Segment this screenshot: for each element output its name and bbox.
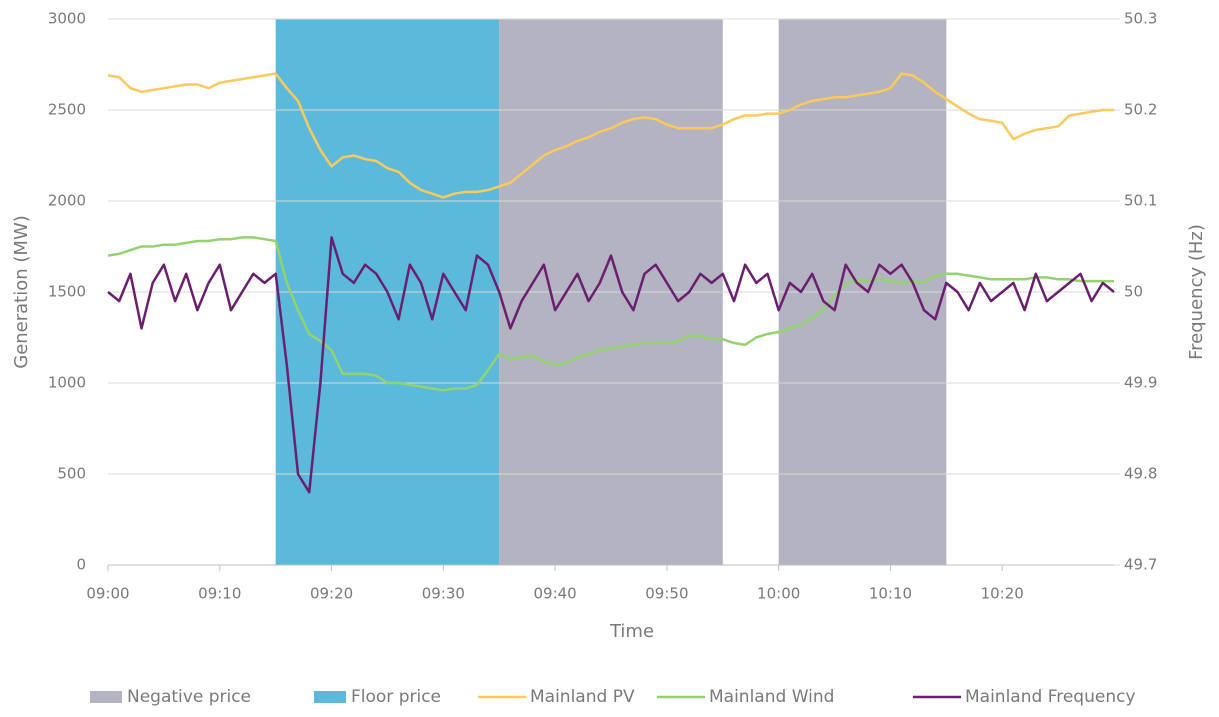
- y-axis-label: Generation (MW): [11, 215, 32, 369]
- series-line: [107, 236, 1115, 494]
- legend-label: Negative price: [127, 687, 251, 707]
- x-tick-label: 10:00: [757, 585, 800, 603]
- legend-label: Floor price: [351, 687, 441, 707]
- y-tick-label: 3000: [48, 10, 86, 28]
- y-tick-label: 1500: [48, 283, 86, 301]
- lines: [107, 72, 1115, 494]
- x-tick-label: 09:00: [86, 585, 129, 603]
- y2-tick-label: 50: [1124, 283, 1143, 301]
- series-line: [107, 72, 1114, 199]
- x-axis-label: Time: [609, 621, 654, 642]
- y2-tick-label: 49.7: [1124, 556, 1157, 574]
- x-tick-label: 09:40: [533, 585, 576, 603]
- x-tick-label: 09:30: [422, 585, 465, 603]
- x-tick-label: 09:10: [198, 585, 241, 603]
- y-tick-label: 500: [57, 465, 86, 483]
- x-tick-label: 09:20: [310, 585, 353, 603]
- y-tick-label: 2500: [48, 101, 86, 119]
- x-tick-label: 10:10: [869, 585, 912, 603]
- y-tick-label: 0: [76, 556, 86, 574]
- legend-label: Mainland PV: [530, 687, 635, 707]
- y-tick-label: 2000: [48, 192, 86, 210]
- y2-tick-label: 49.8: [1124, 465, 1157, 483]
- y2-axis-label: Frequency (Hz): [1186, 224, 1207, 360]
- series-line: [107, 236, 1114, 392]
- legend-label: Mainland Wind: [709, 687, 834, 707]
- x-tick-label: 10:20: [981, 585, 1024, 603]
- y-tick-label: 1000: [48, 374, 86, 392]
- y2-tick-label: 49.9: [1124, 374, 1157, 392]
- y2-tick-label: 50.3: [1124, 10, 1157, 28]
- legend-swatch: [314, 691, 346, 703]
- y2-tick-label: 50.1: [1124, 192, 1157, 210]
- y2-tick-label: 50.2: [1124, 101, 1157, 119]
- x-tick-label: 09:50: [645, 585, 688, 603]
- legend-label: Mainland Frequency: [965, 687, 1136, 707]
- legend-swatch: [90, 691, 122, 703]
